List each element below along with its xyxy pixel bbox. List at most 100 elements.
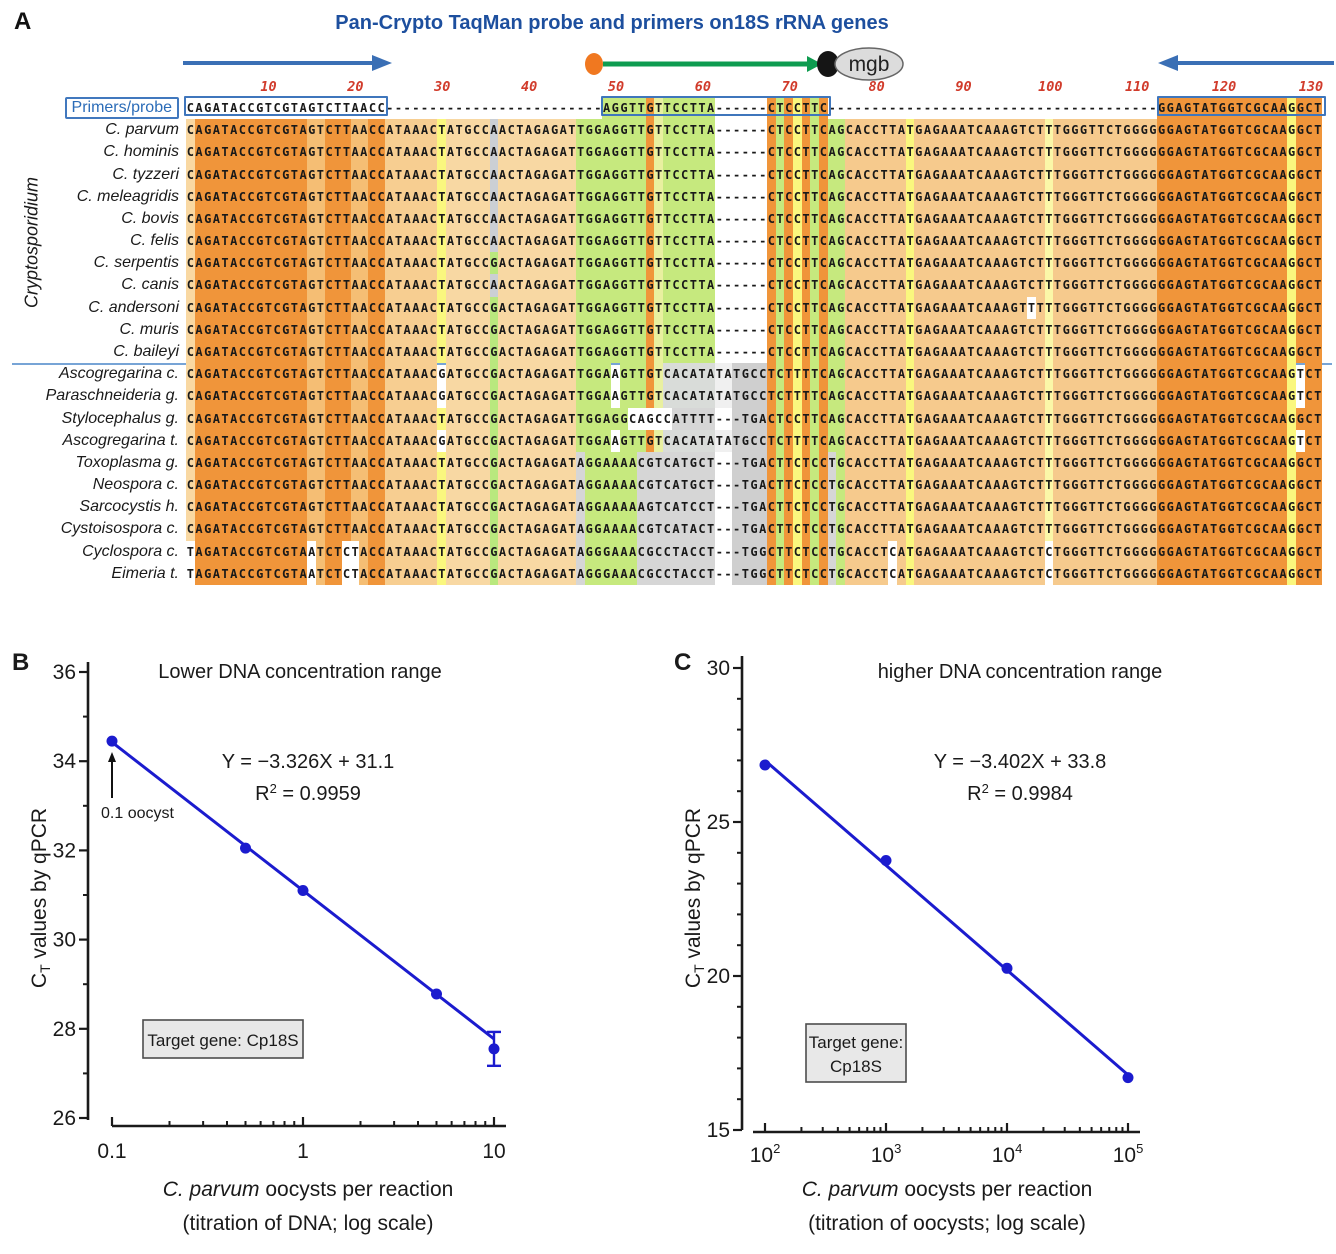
- chart-title: higher DNA concentration range: [878, 661, 1163, 683]
- row-label-species: Eimeria t.: [111, 564, 179, 582]
- regression-equation: Y = −3.326X + 31.1: [222, 751, 395, 773]
- row-label-species: C. meleagridis: [76, 187, 179, 205]
- primer-probe-box: [1156, 95, 1326, 116]
- y-tick-label: 36: [53, 661, 76, 684]
- target-gene-label: Target gene:: [809, 1033, 904, 1052]
- panel-a-title: Pan-Crypto TaqMan probe and primers on18…: [335, 12, 889, 34]
- x-tick-label: 105: [1113, 1141, 1144, 1167]
- row-label-species: C. parvum: [105, 121, 179, 139]
- x-tick-label: 0.1: [97, 1140, 126, 1163]
- y-tick-label: 20: [707, 965, 730, 988]
- x-axis-label: C. parvum oocysts per reaction: [802, 1178, 1093, 1201]
- taqman-probe-diagram: mgb: [585, 47, 904, 81]
- y-tick-label: 30: [707, 657, 730, 680]
- row-label-species: C. serpentis: [93, 254, 179, 272]
- ruler-number: 50: [607, 79, 625, 95]
- row-label-species: Neospora c.: [92, 476, 179, 494]
- ruler-number: 60: [694, 79, 712, 95]
- annotation-label: 0.1 oocyst: [101, 805, 174, 822]
- y-tick-label: 15: [707, 1119, 730, 1142]
- row-label-species: Stylocephalus g.: [61, 409, 179, 427]
- panel-label: B: [12, 649, 29, 676]
- row-label-species: C. canis: [121, 276, 179, 294]
- x-axis-sublabel: (titration of oocysts; log scale): [808, 1212, 1086, 1235]
- ruler-number: 100: [1038, 79, 1063, 95]
- row-label-species: Ascogregarina c.: [58, 365, 179, 383]
- row-label-species: C. andersoni: [88, 298, 179, 316]
- reverse-primer-arrow-icon: [1158, 55, 1334, 71]
- x-axis-sublabel: (titration of DNA; log scale): [183, 1212, 434, 1235]
- probe-arrowhead-icon: [807, 56, 822, 72]
- x-tick-label: 1: [297, 1140, 309, 1163]
- x-tick-label: 104: [992, 1141, 1023, 1167]
- mgb-label: mgb: [849, 53, 890, 76]
- ruler-number: 10: [260, 79, 277, 95]
- row-label-species: Paraschneideria g.: [45, 387, 179, 405]
- row-label-species: Cystoisospora c.: [60, 520, 179, 538]
- ruler-number: 40: [520, 79, 538, 95]
- x-axis-label: C. parvum oocysts per reaction: [163, 1178, 454, 1201]
- row-label-species: C. felis: [130, 232, 179, 250]
- data-point: [759, 759, 771, 771]
- y-axis-label: CT values by qPCR: [28, 808, 53, 988]
- y-tick-label: 32: [53, 839, 76, 862]
- y-axis-label: CT values by qPCR: [682, 808, 707, 988]
- x-tick-label: 102: [750, 1141, 781, 1167]
- panel-a-label: A: [14, 8, 32, 35]
- reporter-dye-icon: [585, 53, 603, 75]
- y-tick-label: 25: [707, 811, 730, 834]
- row-label-primers-probe: Primers/probe: [0, 97, 179, 119]
- row-label-species: C. baileyi: [113, 342, 179, 360]
- ruler-number: 70: [781, 79, 798, 95]
- row-label-species: Ascogregarina t.: [62, 431, 179, 449]
- data-point: [431, 988, 443, 1000]
- y-tick-label: 34: [53, 750, 77, 773]
- chart-title: Lower DNA concentration range: [158, 661, 442, 683]
- target-gene-label: Cp18S: [830, 1057, 882, 1076]
- ruler-number: 90: [955, 79, 972, 95]
- y-tick-label: 30: [53, 929, 76, 952]
- y-tick-label: 28: [53, 1018, 76, 1041]
- data-point: [240, 842, 252, 854]
- mgb-ellipse: [834, 47, 904, 81]
- primers-probe-label: Primers/probe: [64, 97, 179, 119]
- ruler-number: 20: [347, 79, 364, 95]
- quencher-dot-icon: [817, 51, 839, 77]
- target-gene-label: Target gene: Cp18S: [147, 1031, 298, 1050]
- ruler-number: 120: [1211, 79, 1237, 95]
- data-point: [297, 885, 309, 897]
- row-label-species: Cyclospora c.: [82, 542, 179, 560]
- data-point: [1001, 962, 1013, 974]
- regression-equation: Y = −3.402X + 33.8: [934, 751, 1107, 773]
- r-squared: R2 = 0.9959: [255, 781, 361, 805]
- row-label-species: C. hominis: [103, 143, 179, 161]
- data-point: [1122, 1072, 1134, 1084]
- row-label-species: C. muris: [119, 320, 179, 338]
- primer-probe-box: [184, 95, 388, 116]
- row-label-species: C. bovis: [121, 209, 179, 227]
- ruler-number: 30: [434, 79, 451, 95]
- ruler-number: 110: [1125, 79, 1150, 95]
- ruler-number: 130: [1298, 79, 1324, 95]
- y-tick-label: 26: [53, 1107, 76, 1130]
- x-tick-label: 103: [871, 1141, 902, 1167]
